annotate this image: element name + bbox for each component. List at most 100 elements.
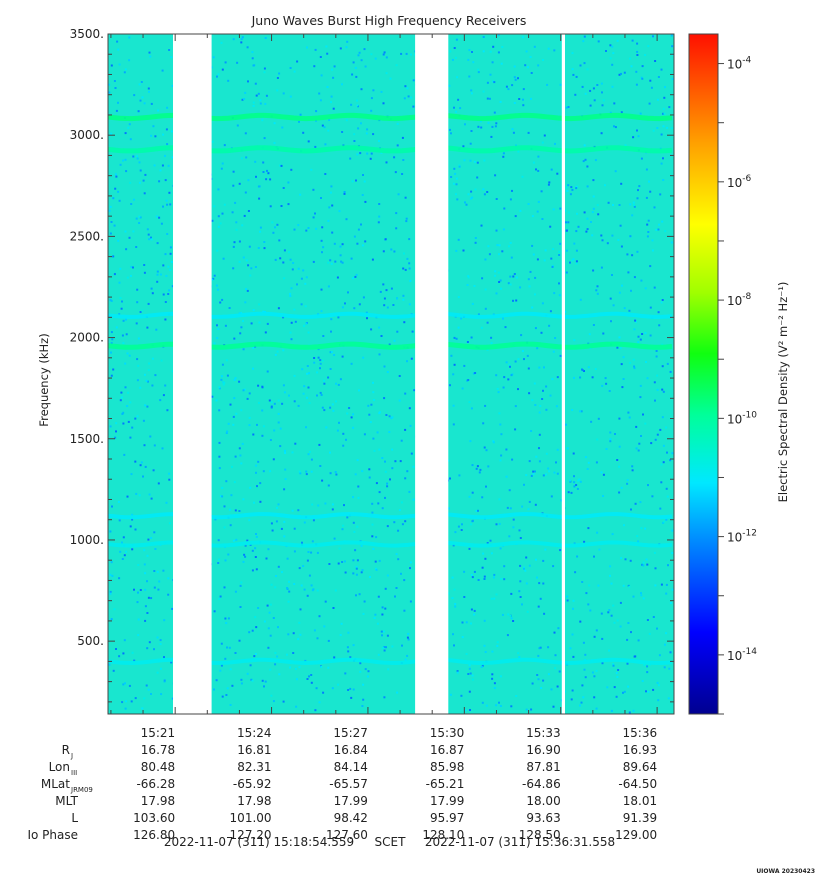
spectrogram-noise [246, 397, 249, 400]
spectrogram-noise [227, 79, 230, 82]
spectrogram-noise [110, 374, 113, 377]
spectrogram-noise [466, 284, 469, 286]
spectrogram-noise [356, 459, 359, 462]
spectrogram-noise [223, 526, 226, 529]
spectrogram-noise [336, 429, 339, 432]
spectrogram-noise [347, 631, 350, 634]
spectrogram-noise [617, 239, 620, 241]
spectrogram-noise [616, 676, 619, 678]
spectrogram-noise [231, 684, 234, 687]
spectrogram-noise [606, 242, 609, 245]
spectrogram-noise [226, 687, 229, 690]
spectrogram-noise [312, 588, 315, 591]
spectrogram-noise [341, 243, 344, 246]
spectrogram-noise [482, 422, 485, 425]
spectrogram-noise [365, 311, 368, 314]
spectrogram-noise [139, 169, 142, 172]
spectrogram-noise [514, 405, 517, 408]
spectrogram-noise [483, 159, 486, 162]
ephemeris-row-subscript: J [70, 752, 73, 760]
spectrogram-noise [572, 655, 575, 658]
spectrogram-noise [164, 301, 167, 303]
spectrogram-noise [283, 277, 286, 280]
spectrogram-noise [356, 99, 358, 102]
spectrogram-noise [217, 288, 219, 291]
spectrogram-noise [460, 694, 463, 697]
spectrogram-noise [121, 541, 123, 544]
spectrogram-noise [457, 238, 460, 241]
spectrogram-noise [611, 45, 614, 48]
ephemeris-value: 16.93 [623, 743, 657, 757]
spectrogram-noise [479, 468, 482, 471]
spectrogram-noise [115, 648, 117, 650]
spectrogram-noise [662, 112, 665, 115]
spectrogram-noise [148, 238, 151, 241]
spectrogram-noise [660, 162, 663, 165]
spectrogram-noise [596, 285, 599, 288]
spectrogram-noise [303, 385, 306, 388]
spectrogram-noise [129, 525, 132, 528]
spectrogram-noise [595, 707, 598, 710]
spectrogram-noise [109, 205, 112, 208]
spectrogram-noise [600, 234, 603, 237]
spectrogram-noise [477, 71, 480, 74]
spectrogram-noise [670, 241, 673, 244]
spectrogram-noise [457, 326, 460, 329]
y-tick-label: 3500. [70, 27, 104, 41]
spectrogram-noise [113, 608, 116, 611]
spectrogram-noise [656, 627, 658, 630]
spectrogram-noise [147, 302, 150, 305]
spectrogram-noise [384, 496, 386, 499]
spectrogram-noise [632, 595, 635, 598]
spectrogram-noise [502, 155, 505, 158]
spectrogram-noise [635, 83, 638, 86]
ephemeris-row-subscript: III [71, 769, 77, 777]
spectrogram-noise [467, 58, 470, 61]
spectrogram-noise [337, 562, 340, 565]
spectrogram-noise [288, 251, 290, 254]
spectrogram-noise [503, 376, 506, 379]
spectrogram-noise [524, 569, 527, 572]
spectrogram-noise [270, 522, 273, 525]
spectrogram-noise [124, 158, 127, 161]
spectrogram-noise [501, 250, 504, 253]
spectrogram-noise [663, 666, 666, 669]
spectrogram-noise [303, 521, 306, 524]
spectrogram-noise [338, 210, 341, 213]
spectrogram-noise [146, 326, 149, 329]
spectrogram-noise [527, 203, 530, 205]
spectrogram-noise [357, 54, 360, 57]
spectrogram-noise [155, 215, 158, 218]
spectrogram-noise [270, 406, 273, 409]
spectrogram-noise [320, 665, 323, 668]
spectrogram-noise [244, 191, 247, 194]
spectrogram-noise [623, 71, 626, 74]
spectrogram-noise [273, 122, 276, 125]
spectrogram-noise [122, 652, 125, 655]
spectrogram-noise [242, 256, 245, 259]
spectrogram-noise [487, 465, 490, 468]
spectrogram-noise [600, 471, 603, 474]
spectrogram-noise [265, 94, 268, 97]
spectrogram-noise [457, 98, 460, 101]
spectrogram-noise [574, 571, 577, 574]
spectrogram-noise [119, 550, 122, 553]
spectrogram-noise [571, 409, 574, 411]
spectrogram-noise [541, 302, 544, 305]
spectrogram-noise [224, 657, 227, 660]
spectrogram-noise [267, 172, 270, 175]
spectrogram-noise [282, 92, 285, 95]
spectrogram-noise [257, 384, 260, 387]
spectrogram-noise [308, 450, 311, 453]
spectrogram-noise [500, 62, 503, 65]
spectrogram-noise [136, 415, 139, 418]
spectrogram-noise [579, 704, 581, 707]
spectrogram-noise [463, 570, 466, 573]
spectrogram-noise [171, 84, 174, 87]
spectrogram-noise [610, 614, 613, 617]
spectrogram-noise [489, 539, 492, 542]
spectrogram-noise [405, 220, 408, 223]
spectrogram-noise [241, 224, 244, 227]
spectrogram-noise [228, 646, 231, 649]
spectrogram-noise [629, 57, 631, 60]
